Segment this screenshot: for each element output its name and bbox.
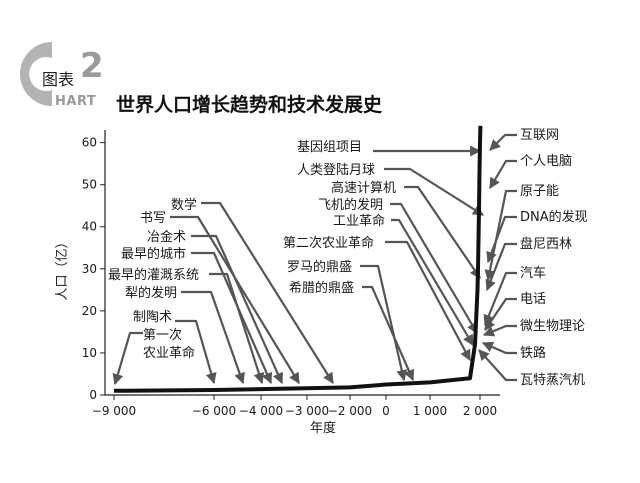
annotation-label: 最早的灌溉系统 xyxy=(108,267,199,283)
annotation-arrow xyxy=(481,341,517,355)
annotation-label: 人类登陆月球 xyxy=(297,162,375,178)
annotation-label: 农业革命 xyxy=(143,345,195,361)
annotation-label: 数学 xyxy=(171,197,197,213)
annotation-arrow xyxy=(181,290,245,385)
x-tick-label: 2 000 xyxy=(463,404,497,418)
annotation-arrow xyxy=(384,167,484,216)
annotation-arrow xyxy=(191,251,273,385)
logo-c-shape xyxy=(20,42,52,106)
annotation-arrow xyxy=(489,133,517,151)
x-tick-label: 0 xyxy=(382,404,390,418)
annotation-label: DNA的发现 xyxy=(520,209,588,225)
annotation-arrow xyxy=(485,242,517,292)
annotation-arrow xyxy=(191,234,284,385)
annotation-label: 工业革命 xyxy=(333,213,385,229)
annotation-label: 希腊的鼎盛 xyxy=(289,280,354,296)
x-tick-label: −3 000 xyxy=(285,404,329,418)
y-tick-label: 40 xyxy=(82,220,97,234)
x-tick-label: 1 000 xyxy=(413,404,447,418)
x-axis-label: 年度 xyxy=(310,420,336,436)
annotation-arrow xyxy=(404,185,481,279)
annotation-label: 电话 xyxy=(520,292,546,307)
y-tick-label: 50 xyxy=(82,178,97,192)
x-tick-label: −6 000 xyxy=(192,404,236,418)
annotation-arrow xyxy=(175,319,217,385)
y-axis-label: 人口（亿） xyxy=(55,235,70,300)
chart-wordmark: HART xyxy=(55,94,97,109)
annotation-arrow xyxy=(486,215,517,264)
annotation-label: 原子能 xyxy=(520,184,559,199)
y-tick-label: 10 xyxy=(82,346,97,360)
annotation-label: 盘尼西林 xyxy=(520,236,572,252)
x-tick-label: −9 000 xyxy=(92,404,136,418)
y-tick-label: 30 xyxy=(82,262,97,276)
annotation-label: 瓦特蒸汽机 xyxy=(520,373,585,388)
x-tick-label: −4 000 xyxy=(239,404,283,418)
annotation-label: 罗马的鼎盛 xyxy=(287,259,352,275)
annotation-label: 制陶术 xyxy=(133,309,172,325)
annotation-label: 犁的发明 xyxy=(125,285,177,301)
annotation-arrow xyxy=(360,264,408,382)
y-tick-label: 60 xyxy=(82,136,97,150)
annotation-arrow xyxy=(484,297,517,331)
annotation-label: 高速计算机 xyxy=(331,180,396,196)
annotation-arrow xyxy=(483,271,517,327)
chart-axes: 0 10 20 30 40 50 60 −9 000 −6 000 −4 000 −3 000−2 … xyxy=(55,130,500,436)
annotation-arrow xyxy=(362,285,415,382)
annotation-arrow xyxy=(201,201,334,384)
annotation-arrow xyxy=(170,215,300,384)
annotation-arrows xyxy=(112,133,517,386)
annotation-arrow xyxy=(112,331,143,386)
annotation-label: 飞机的发明 xyxy=(318,197,383,213)
annotation-label: 互联网 xyxy=(520,128,559,143)
y-tick-label: 0 xyxy=(89,388,97,402)
annotation-label: 个人电脑 xyxy=(520,154,572,169)
annotation-label: 基因组项目 xyxy=(297,140,362,155)
chart-logo xyxy=(20,42,52,106)
annotation-arrow xyxy=(478,349,517,382)
series-layer xyxy=(113,125,483,393)
x-tick-label: −2 000 xyxy=(328,404,372,418)
annotation-arrow xyxy=(489,159,517,189)
y-tick-label: 20 xyxy=(82,304,97,318)
annotation-label: 第一次 xyxy=(143,327,182,343)
annotation-label: 冶金术 xyxy=(147,229,186,245)
population-line xyxy=(113,125,483,393)
annotation-arrow xyxy=(484,189,517,282)
annotation-arrow xyxy=(482,324,517,337)
annotation-arrow xyxy=(209,272,265,385)
annotation-label: 微生物理论 xyxy=(520,319,585,334)
annotation-label: 铁路 xyxy=(520,345,546,361)
annotation-arrow xyxy=(391,218,474,346)
annotation-label: 最早的城市 xyxy=(121,246,186,262)
annotation-label: 书写 xyxy=(140,211,166,226)
chart-title: 世界人口增长趋势和技术发展史 xyxy=(116,94,383,116)
annotation-label: 汽车 xyxy=(520,265,546,281)
annotation-arrow xyxy=(390,202,478,334)
figure-label: 图表 xyxy=(42,70,75,89)
annotation-arrow xyxy=(385,240,471,361)
annotation-label: 第二次农业革命 xyxy=(283,235,374,251)
figure-number: 2 xyxy=(80,46,104,86)
